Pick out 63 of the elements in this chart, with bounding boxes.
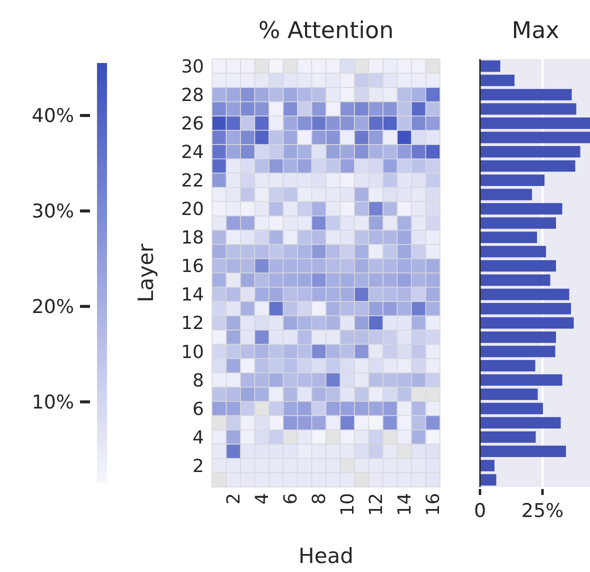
x-tick-label: 12: [366, 493, 388, 516]
x-tick-label: 10: [338, 493, 359, 516]
color-bar-label: 40%: [32, 105, 74, 128]
y-tick-label: 22: [181, 170, 204, 192]
bar: [480, 402, 543, 414]
bar: [480, 360, 536, 372]
chart-title: Max: [512, 18, 560, 44]
bar: [480, 60, 500, 72]
bar: [480, 203, 562, 215]
x-axis-title: Head: [298, 544, 354, 568]
y-tick-label: 18: [181, 228, 204, 249]
bar: [480, 431, 536, 443]
bar: [480, 188, 532, 200]
bar: [480, 232, 537, 244]
x-tick-label: 14: [394, 493, 416, 516]
bar: [480, 446, 566, 458]
y-tick-label: 12: [181, 313, 204, 334]
bar: [480, 103, 576, 115]
color-bar-label: 10%: [32, 392, 74, 414]
bar: [480, 132, 590, 144]
bar: [480, 331, 556, 343]
y-tick-label: 2: [192, 456, 204, 477]
bar: [480, 117, 590, 129]
x-tick-label: 0: [474, 500, 486, 522]
y-tick-label: 28: [181, 84, 204, 106]
y-axis-title: Layer: [134, 243, 158, 302]
y-tick-label: 20: [181, 199, 204, 220]
bar: [480, 246, 546, 258]
bar: [480, 146, 580, 158]
y-tick-label: 26: [181, 114, 204, 134]
y-tick-label: 10: [181, 342, 204, 363]
bar: [480, 174, 544, 186]
color-bar-label: 30%: [32, 200, 74, 223]
y-tick-label: 24: [181, 142, 204, 164]
x-tick-label: 6: [280, 493, 302, 504]
bar: [480, 288, 570, 300]
x-tick-label: 25%: [521, 500, 564, 522]
x-tick-label: 2: [224, 493, 245, 504]
x-tick-label: 16: [423, 493, 444, 516]
x-tick-label: 4: [252, 493, 274, 504]
y-tick-label: 16: [181, 256, 204, 278]
bar: [480, 74, 514, 86]
bar: [480, 474, 496, 486]
color-bar-label: 20%: [32, 296, 74, 318]
x-tick-label: 8: [309, 493, 330, 504]
bar: [480, 88, 572, 100]
bar: [480, 388, 538, 400]
bar: [480, 374, 562, 386]
y-tick-label: 8: [192, 370, 204, 392]
bar: [480, 302, 571, 314]
bar: [480, 460, 494, 472]
y-tick-label: 4: [192, 427, 204, 448]
chart-title: % Attention: [258, 18, 394, 44]
y-tick-label: 30: [181, 56, 204, 78]
y-tick-label: 6: [192, 398, 204, 420]
bar: [480, 417, 561, 429]
bar: [480, 260, 556, 272]
bar: [480, 346, 556, 358]
bar: [480, 160, 576, 172]
bar: [480, 217, 556, 229]
bar: [480, 317, 574, 329]
y-tick-label: 14: [181, 284, 204, 306]
bar: [480, 274, 550, 286]
